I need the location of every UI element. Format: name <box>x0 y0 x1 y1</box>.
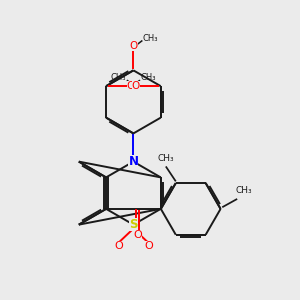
Text: CH₃: CH₃ <box>236 186 252 195</box>
Text: O: O <box>133 230 142 240</box>
Text: CH₃: CH₃ <box>143 34 158 43</box>
Text: S: S <box>129 218 138 231</box>
Text: O: O <box>127 81 135 91</box>
Text: O: O <box>144 241 153 251</box>
Text: N: N <box>128 155 138 168</box>
Text: O: O <box>114 241 123 251</box>
Text: O: O <box>132 81 140 91</box>
Text: O: O <box>129 41 137 52</box>
Text: CH₃: CH₃ <box>158 154 174 163</box>
Text: CH₃: CH₃ <box>111 73 126 82</box>
Text: CH₃: CH₃ <box>140 73 156 82</box>
